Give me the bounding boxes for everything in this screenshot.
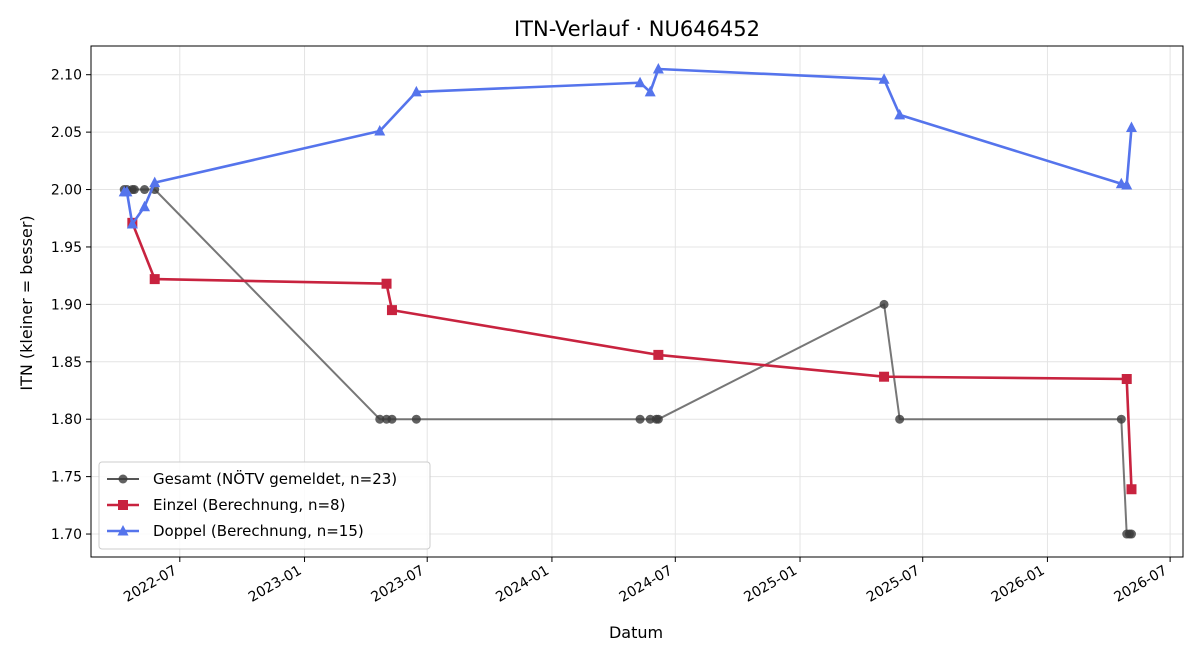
y-tick-label: 2.00 (51, 183, 82, 199)
x-tick-label: 2022-07 (121, 563, 180, 606)
x-tick-label: 2025-01 (741, 563, 800, 606)
legend-marker (118, 500, 128, 510)
data-point (411, 414, 421, 424)
data-point (386, 305, 397, 316)
data-point (653, 349, 664, 360)
data-point (1121, 374, 1132, 385)
data-point (1126, 529, 1136, 539)
data-point (140, 185, 150, 195)
x-tick-label: 2024-07 (617, 563, 676, 606)
data-point (1126, 484, 1137, 495)
data-point (381, 278, 392, 289)
y-tick-label: 2.10 (51, 68, 82, 84)
grid (91, 46, 1183, 557)
series-line (124, 67, 1133, 226)
x-tick-label: 2026-01 (989, 563, 1048, 606)
legend-entry-label: Gesamt (NÖTV gemeldet, n=23) (153, 469, 397, 488)
y-tick-label: 2.05 (51, 125, 82, 141)
series-circle (119, 185, 1136, 539)
data-point (149, 176, 161, 188)
data-point (894, 108, 906, 120)
data-point (644, 85, 656, 97)
x-tick-label: 2025-07 (864, 563, 923, 606)
data-point (1116, 414, 1126, 424)
y-tick-label: 1.70 (51, 527, 82, 543)
legend: Gesamt (NÖTV gemeldet, n=23) Einzel (Bere… (98, 461, 431, 550)
data-point (387, 414, 397, 424)
data-point (895, 414, 905, 424)
legend-entry-label: Doppel (Berechnung, n=15) (153, 522, 364, 540)
data-point (879, 299, 889, 309)
plot-area-frame (90, 45, 1184, 558)
series-layer (118, 62, 1137, 539)
y-tick-label: 1.75 (51, 470, 82, 486)
data-point (126, 217, 138, 229)
y-tick-label: 1.80 (51, 412, 82, 428)
data-point (374, 124, 386, 136)
data-point (121, 185, 133, 197)
data-point (129, 185, 139, 195)
data-point (1125, 121, 1137, 133)
y-tick-label: 1.95 (51, 240, 82, 256)
y-axis-label: ITN (kleiner = besser) (17, 215, 36, 390)
data-point (878, 73, 890, 84)
x-tick-label: 2024-01 (493, 563, 552, 606)
series-triangle (118, 62, 1137, 229)
x-tick-label: 2023-07 (369, 563, 428, 606)
data-point (653, 414, 663, 424)
chart-title: ITN-Verlauf · NU646452 (514, 17, 760, 41)
data-point (1121, 178, 1133, 190)
legend-entry-label: Einzel (Berechnung, n=8) (153, 496, 345, 514)
x-tick-label: 2026-07 (1111, 563, 1170, 606)
data-point (375, 414, 385, 424)
y-tick-label: 1.90 (51, 297, 82, 313)
x-tick-label: 2023-01 (246, 563, 305, 606)
legend-marker (117, 525, 129, 536)
data-point (139, 200, 151, 212)
y-tick-label: 1.85 (51, 355, 82, 371)
series-line (131, 222, 1133, 490)
x-axis-label: Datum (609, 623, 663, 642)
data-point (634, 76, 646, 88)
data-point (879, 371, 890, 382)
data-point (635, 414, 645, 424)
data-point (149, 274, 160, 285)
data-point (410, 85, 422, 97)
series-square (127, 217, 1137, 495)
legend-box (98, 461, 431, 550)
legend-marker (118, 474, 128, 484)
data-point (652, 62, 664, 74)
